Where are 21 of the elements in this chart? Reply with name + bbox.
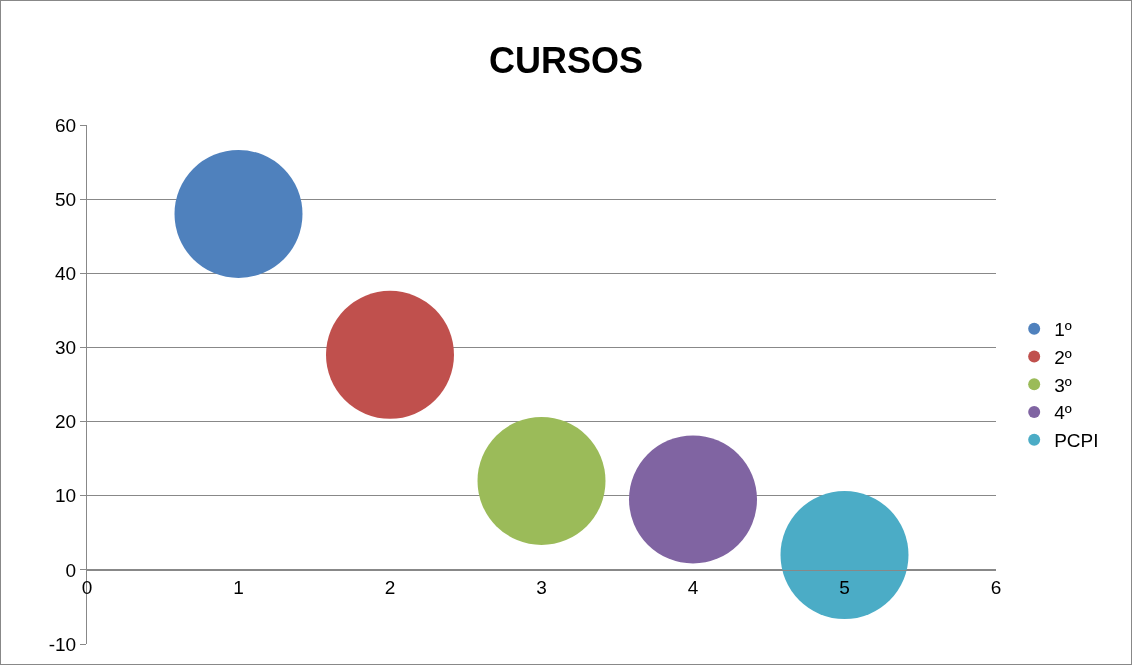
x-tick-label: 3 (536, 576, 547, 598)
x-tick-label: 2 (384, 576, 396, 598)
legend-label: PCPI (1054, 430, 1099, 452)
chart-title: CURSOS (488, 39, 644, 81)
x-tick-label: 4 (687, 576, 699, 598)
y-tick-label: 60 (55, 114, 77, 136)
y-tick-label: 40 (55, 262, 77, 284)
y-tick-label: 0 (65, 559, 77, 581)
x-tick-label: 0 (81, 576, 93, 598)
legend-label: 4º (1054, 402, 1072, 424)
legend-label: 2º (1054, 346, 1072, 368)
y-tick-label: 20 (55, 411, 77, 433)
y-tick-label: -10 (48, 633, 77, 655)
legend-label: 1º (1054, 319, 1072, 341)
y-tick-label: 10 (55, 485, 77, 507)
y-tick-label: 30 (55, 337, 77, 359)
x-tick-label: 1 (233, 576, 244, 598)
y-tick-label: 50 (55, 188, 77, 210)
legend-label: 3º (1054, 374, 1072, 396)
x-tick-label: 5 (839, 576, 850, 598)
x-tick-label: 6 (990, 576, 1002, 598)
